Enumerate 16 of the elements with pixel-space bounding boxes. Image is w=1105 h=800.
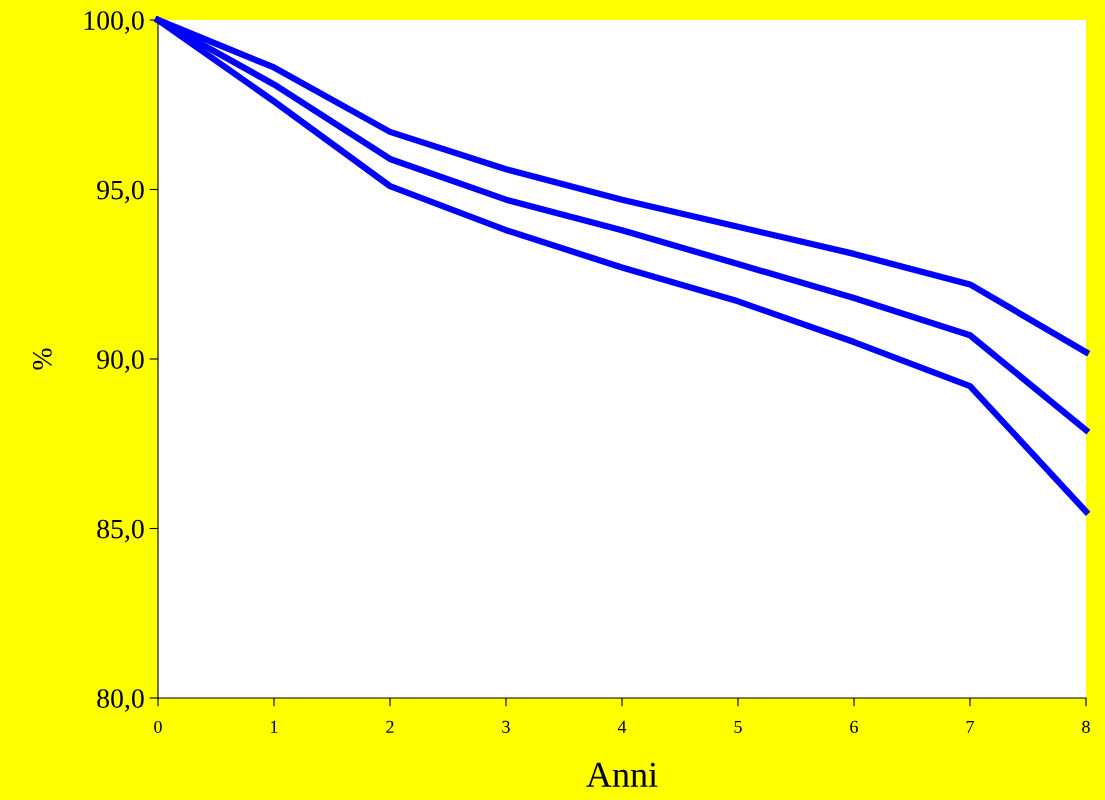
x-axis-title: Anni [586, 762, 658, 787]
y-tick-label: 100,0 [84, 11, 144, 34]
x-tick-label: 4 [617, 720, 627, 733]
y-tick-label: 95,0 [97, 180, 144, 204]
x-tick-label: 2 [386, 720, 394, 733]
x-tick-label: 7 [966, 720, 974, 733]
x-tick-label: 0 [154, 720, 162, 733]
y-axis-title: % [32, 348, 52, 370]
x-tick-label: 5 [734, 720, 742, 733]
y-tick-label: 80,0 [97, 689, 144, 712]
y-tick-label: 90,0 [97, 350, 144, 373]
x-tick-label: 3 [502, 720, 510, 733]
x-tick-label: 8 [1082, 720, 1090, 733]
x-tick-label: 1 [271, 720, 278, 733]
y-tick-label: 85,0 [97, 519, 144, 543]
x-tick-label: 6 [850, 720, 858, 733]
